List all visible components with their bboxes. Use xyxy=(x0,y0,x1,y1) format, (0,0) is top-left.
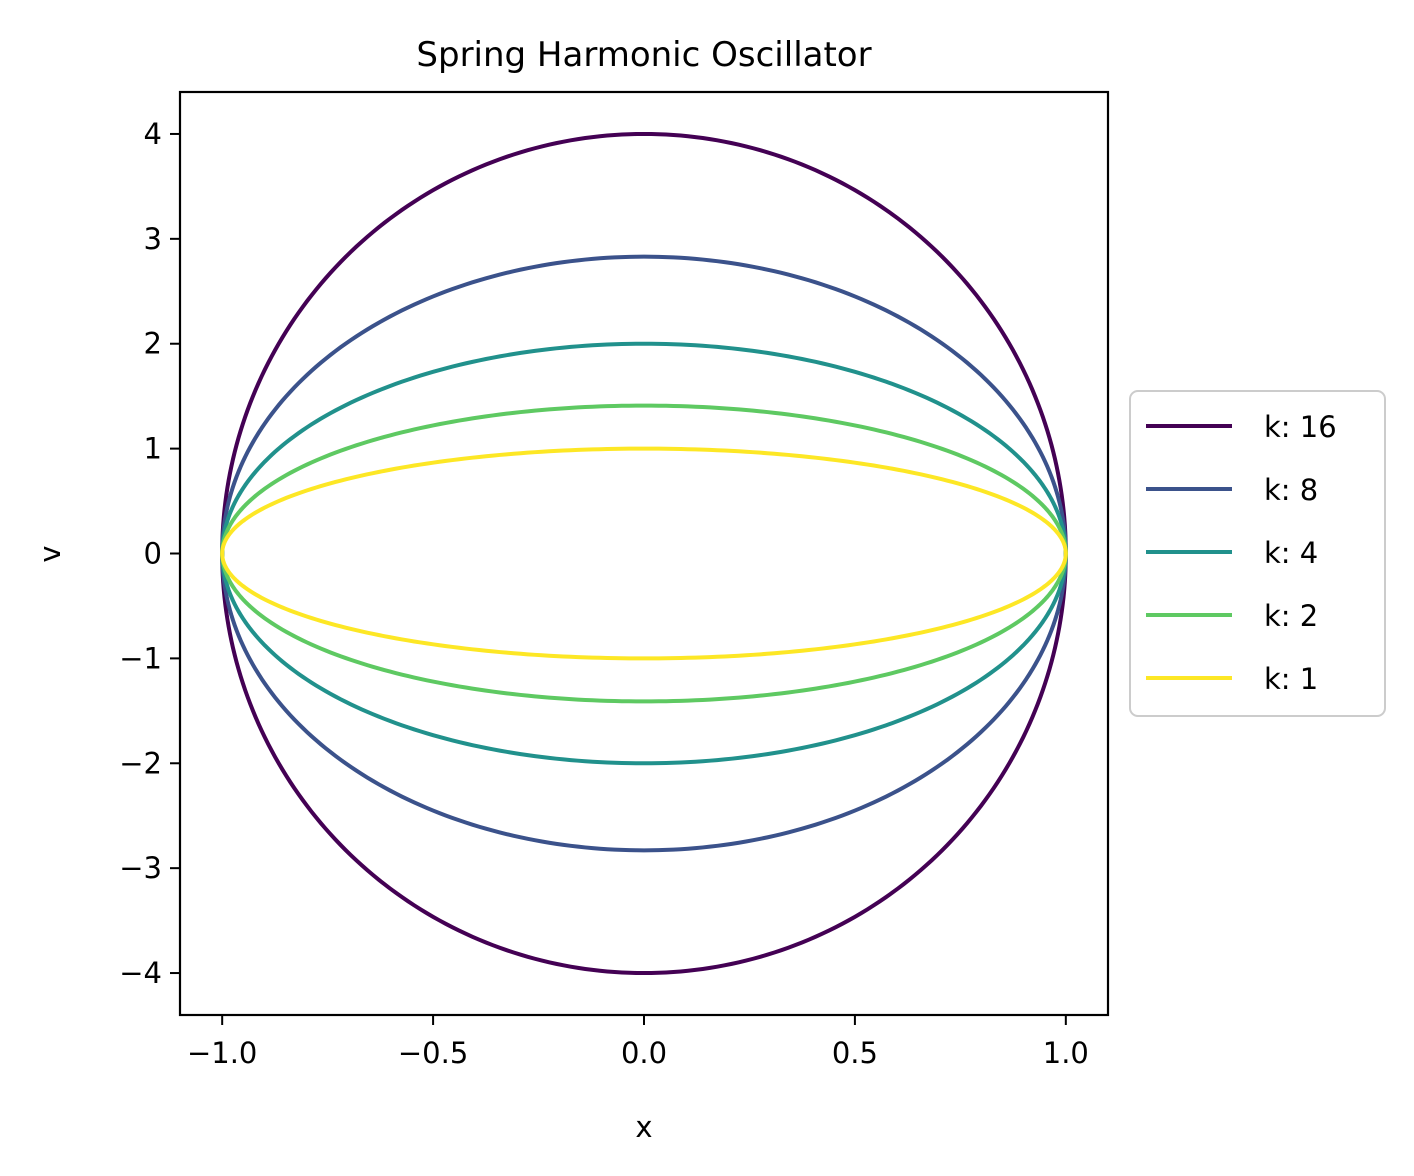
x-tick-label: −1.0 xyxy=(187,1036,257,1070)
x-tick-label: −0.5 xyxy=(398,1036,468,1070)
y-tick-label: 2 xyxy=(144,327,162,361)
y-tick-label: −1 xyxy=(119,641,162,675)
axes-background xyxy=(180,92,1108,1015)
legend: k: 16 k: 8 k: 4 k: 2 k: 1 xyxy=(1129,390,1386,717)
legend-label: k: 2 xyxy=(1264,599,1318,633)
y-tick-label: −4 xyxy=(119,956,162,990)
series-line-5 xyxy=(220,446,1068,661)
y-tick-label: 4 xyxy=(144,117,162,151)
y-tick-label: −3 xyxy=(119,851,162,885)
legend-label: k: 1 xyxy=(1264,662,1318,696)
x-tick-label: 1.0 xyxy=(1043,1036,1089,1070)
legend-label: k: 16 xyxy=(1264,410,1337,444)
x-tick-label: 0.0 xyxy=(621,1036,667,1070)
y-axis-label: v xyxy=(33,545,67,562)
y-axis: −4 −3 −2 −1 0 1 2 3 4 xyxy=(119,117,180,990)
y-tick-label: −2 xyxy=(119,746,162,780)
x-axis: −1.0 −0.5 0.0 0.5 1.0 xyxy=(187,1015,1089,1070)
y-tick-label: 1 xyxy=(144,432,162,466)
y-tick-label: 0 xyxy=(144,537,162,571)
plot-area xyxy=(178,90,1110,1017)
chart-title: Spring Harmonic Oscillator xyxy=(416,35,871,75)
legend-box xyxy=(1129,390,1386,717)
y-tick-label: 3 xyxy=(144,222,162,256)
series-layer xyxy=(220,131,1068,976)
x-axis-label: x xyxy=(635,1110,652,1144)
x-tick-label: 0.5 xyxy=(832,1036,878,1070)
legend-label: k: 4 xyxy=(1264,536,1318,570)
legend-items: k: 16 k: 8 k: 4 k: 2 k: 1 xyxy=(1146,410,1337,696)
legend-label: k: 8 xyxy=(1264,473,1318,507)
